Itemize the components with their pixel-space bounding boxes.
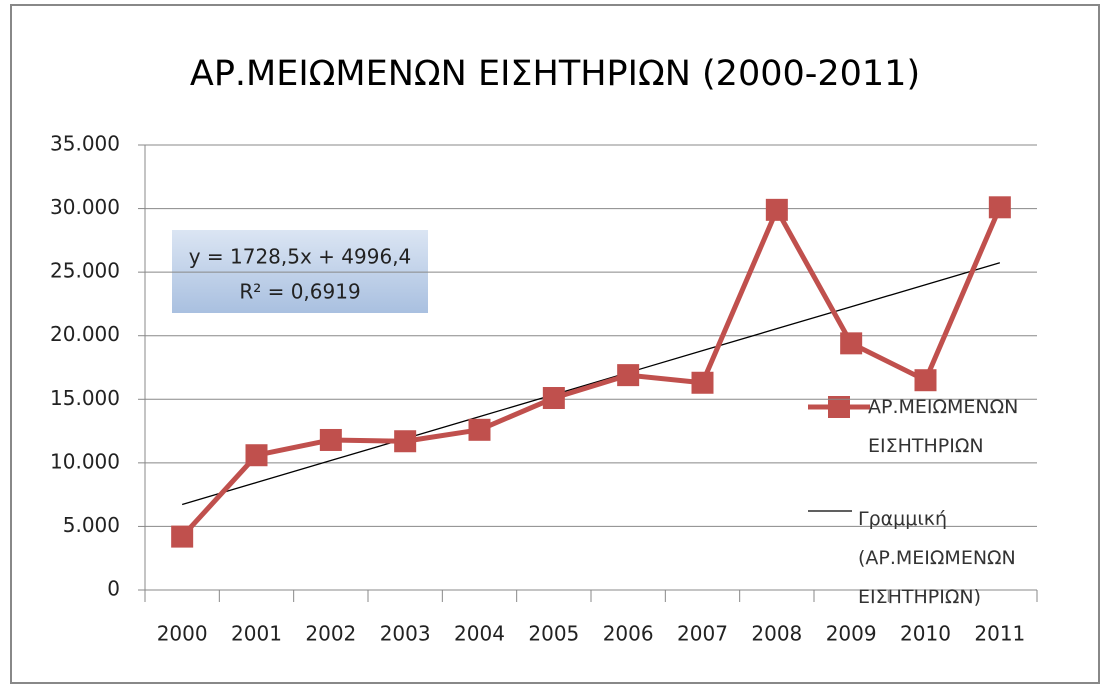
x-tick-label: 2003 [380,622,431,646]
y-tick-label: 30.000 [50,195,120,219]
trend-line [181,262,1001,506]
y-tick-label: 5.000 [63,513,120,537]
x-tick-label: 2005 [528,622,579,646]
x-tick-label: 2010 [900,622,951,646]
y-tick-label: 20.000 [50,322,120,346]
x-tick-label: 2008 [751,622,802,646]
legend-label: Γραμμική (ΑΡ.ΜΕΙΩΜΕΝΩΝ ΕΙΣΗΤΗΡΙΩΝ) [858,508,1016,608]
x-tick-label: 2001 [231,622,282,646]
marker [914,369,937,392]
chart-title: ΑΡ.ΜΕΙΩΜΕΝΩΝ ΕΙΣΗΤΗΡΙΩΝ (2000-2011) [190,54,920,94]
x-tick-label: 2000 [157,622,208,646]
y-tick-label: 10.000 [50,449,120,473]
x-tick-label: 2007 [677,622,728,646]
marker [691,371,714,394]
y-tick-label: 35.000 [50,132,120,156]
marker [617,364,640,387]
x-tick-label: 2011 [974,622,1025,646]
marker [468,418,491,441]
marker [319,428,342,451]
chart-frame [10,4,1100,684]
x-tick-label: 2004 [454,622,505,646]
y-tick-label: 25.000 [50,259,120,283]
annotation-box [172,230,428,313]
marker [245,444,268,467]
x-tick-label: 2009 [826,622,877,646]
marker [542,387,565,410]
marker [394,430,417,453]
x-tick-label: 2006 [603,622,654,646]
marker [840,332,863,355]
marker [988,196,1011,219]
series-line [180,206,1003,539]
marker [171,525,194,548]
y-tick-label: 15.000 [50,386,120,410]
y-tick-label: 0 [107,577,120,601]
legend-marker [828,396,850,418]
annotation: y = 1728,5x + 4996,4 [189,245,412,269]
marker [765,198,788,221]
x-tick-label: 2002 [305,622,356,646]
annotation: R² = 0,6919 [239,280,360,304]
legend-label: ΑΡ.ΜΕΙΩΜΕΝΩΝ ΕΙΣΗΤΗΡΙΩΝ [868,396,1019,457]
